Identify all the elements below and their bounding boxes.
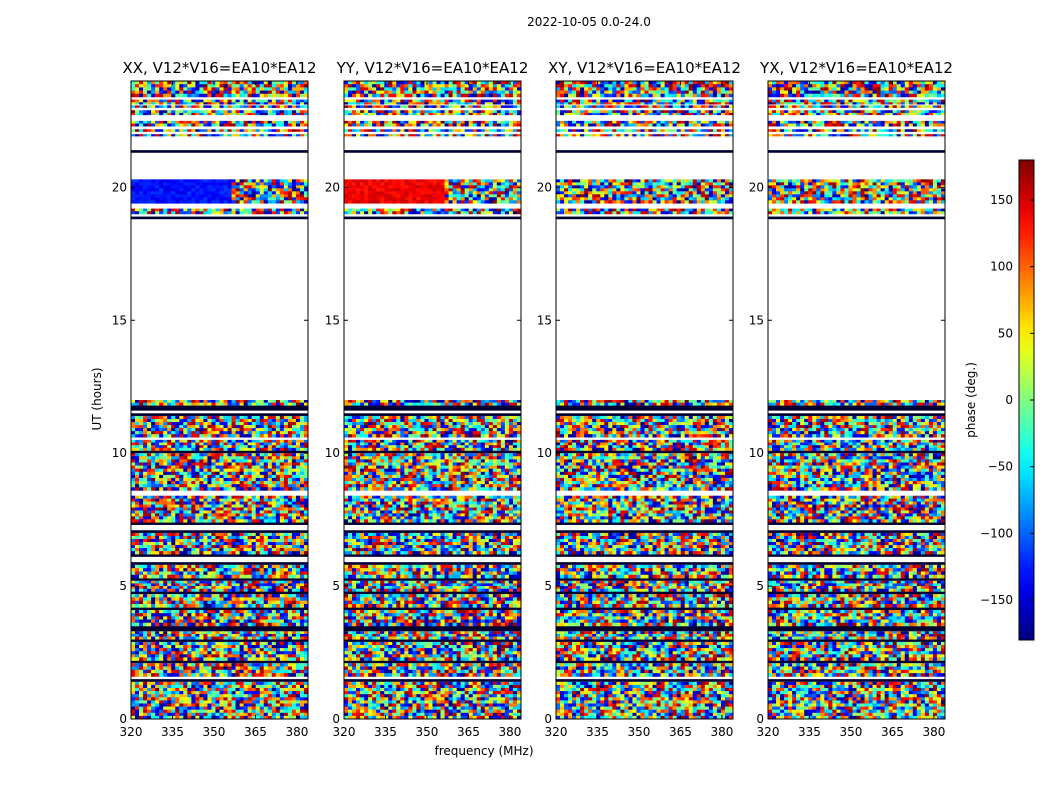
panel-heatmap [768, 81, 945, 719]
x-tick-label: 350 [628, 725, 651, 739]
x-tick-label: 380 [922, 725, 945, 739]
panel-title: YY, V12*V16=EA10*EA12 [336, 59, 529, 77]
y-tick-label: 20 [749, 180, 764, 194]
y-tick-label: 15 [325, 313, 340, 327]
colorbar-tick-label: 150 [990, 193, 1013, 207]
x-tick-label: 335 [374, 725, 397, 739]
y-tick-label: 10 [325, 446, 340, 460]
y-tick-label: 10 [537, 446, 552, 460]
x-tick-label: 335 [161, 725, 184, 739]
y-tick-label: 0 [332, 712, 340, 726]
x-tick-label: 320 [120, 725, 143, 739]
panel-frame [555, 80, 734, 720]
y-tick-label: 5 [544, 579, 552, 593]
colorbar-tick-label: −100 [980, 526, 1013, 540]
x-tick-label: 350 [203, 725, 226, 739]
y-tick-label: 5 [332, 579, 340, 593]
x-tick-label: 320 [757, 725, 780, 739]
x-tick-label: 380 [285, 725, 308, 739]
colorbar-label: phase (deg.) [964, 362, 978, 438]
y-tick-label: 20 [112, 180, 127, 194]
y-tick-label: 0 [119, 712, 127, 726]
y-tick-label: 10 [112, 446, 127, 460]
panel-frame [130, 80, 309, 720]
panel-title: XX, V12*V16=EA10*EA12 [122, 59, 316, 77]
x-tick-label: 320 [333, 725, 356, 739]
panel-heatmap [131, 81, 308, 719]
y-tick-label: 10 [749, 446, 764, 460]
panel-heatmap [556, 81, 733, 719]
panel-yy: YY, V12*V16=EA10*EA12 320 335 350 365 380 0 5 10… [325, 59, 529, 739]
panel-xx: XX, V12*V16=EA10*EA12 320 335 350 365 380 0 5 10… [112, 59, 317, 739]
y-axis-label: UT (hours) [90, 367, 104, 430]
y-tick-label: 15 [749, 313, 764, 327]
chart-title: 2022-10-05 0.0-24.0 [527, 15, 651, 29]
x-tick-label: 365 [244, 725, 267, 739]
y-tick-label: 20 [325, 180, 340, 194]
panel-title: XY, V12*V16=EA10*EA12 [548, 59, 741, 77]
y-tick-label: 5 [119, 579, 127, 593]
y-tick-label: 0 [756, 712, 764, 726]
colorbar-tick-label: 50 [998, 326, 1013, 340]
x-axis-label: frequency (MHz) [434, 744, 533, 758]
panel-yx: YX, V12*V16=EA10*EA12 320 335 350 365 380 0 5 10… [749, 59, 953, 739]
y-tick-label: 0 [544, 712, 552, 726]
x-tick-label: 350 [416, 725, 439, 739]
colorbar-tick-label: −150 [980, 593, 1013, 607]
x-tick-label: 380 [710, 725, 733, 739]
panel-frame [343, 80, 522, 720]
y-tick-label: 5 [756, 579, 764, 593]
panels-layer: XX, V12*V16=EA10*EA12 320 335 350 365 380 0 5 10… [112, 59, 953, 739]
x-tick-label: 350 [840, 725, 863, 739]
x-tick-label: 335 [586, 725, 609, 739]
x-tick-label: 380 [498, 725, 521, 739]
panel-heatmap [344, 81, 521, 719]
y-tick-label: 15 [537, 313, 552, 327]
x-tick-label: 365 [881, 725, 904, 739]
colorbar-tick-label: −50 [988, 460, 1013, 474]
panel-frame [767, 80, 946, 720]
colorbar: 150 100 50 0 −50 −100 −150 [980, 159, 1035, 641]
y-tick-label: 20 [537, 180, 552, 194]
x-tick-label: 335 [798, 725, 821, 739]
colorbar-tick-label: 0 [1005, 393, 1013, 407]
x-tick-label: 365 [457, 725, 480, 739]
x-tick-label: 320 [545, 725, 568, 739]
y-tick-label: 15 [112, 313, 127, 327]
panel-title: YX, V12*V16=EA10*EA12 [759, 59, 953, 77]
x-tick-label: 365 [669, 725, 692, 739]
colorbar-tick-label: 100 [990, 260, 1013, 274]
panel-xy: XY, V12*V16=EA10*EA12 320 335 350 365 380 0 5 10… [537, 59, 741, 739]
